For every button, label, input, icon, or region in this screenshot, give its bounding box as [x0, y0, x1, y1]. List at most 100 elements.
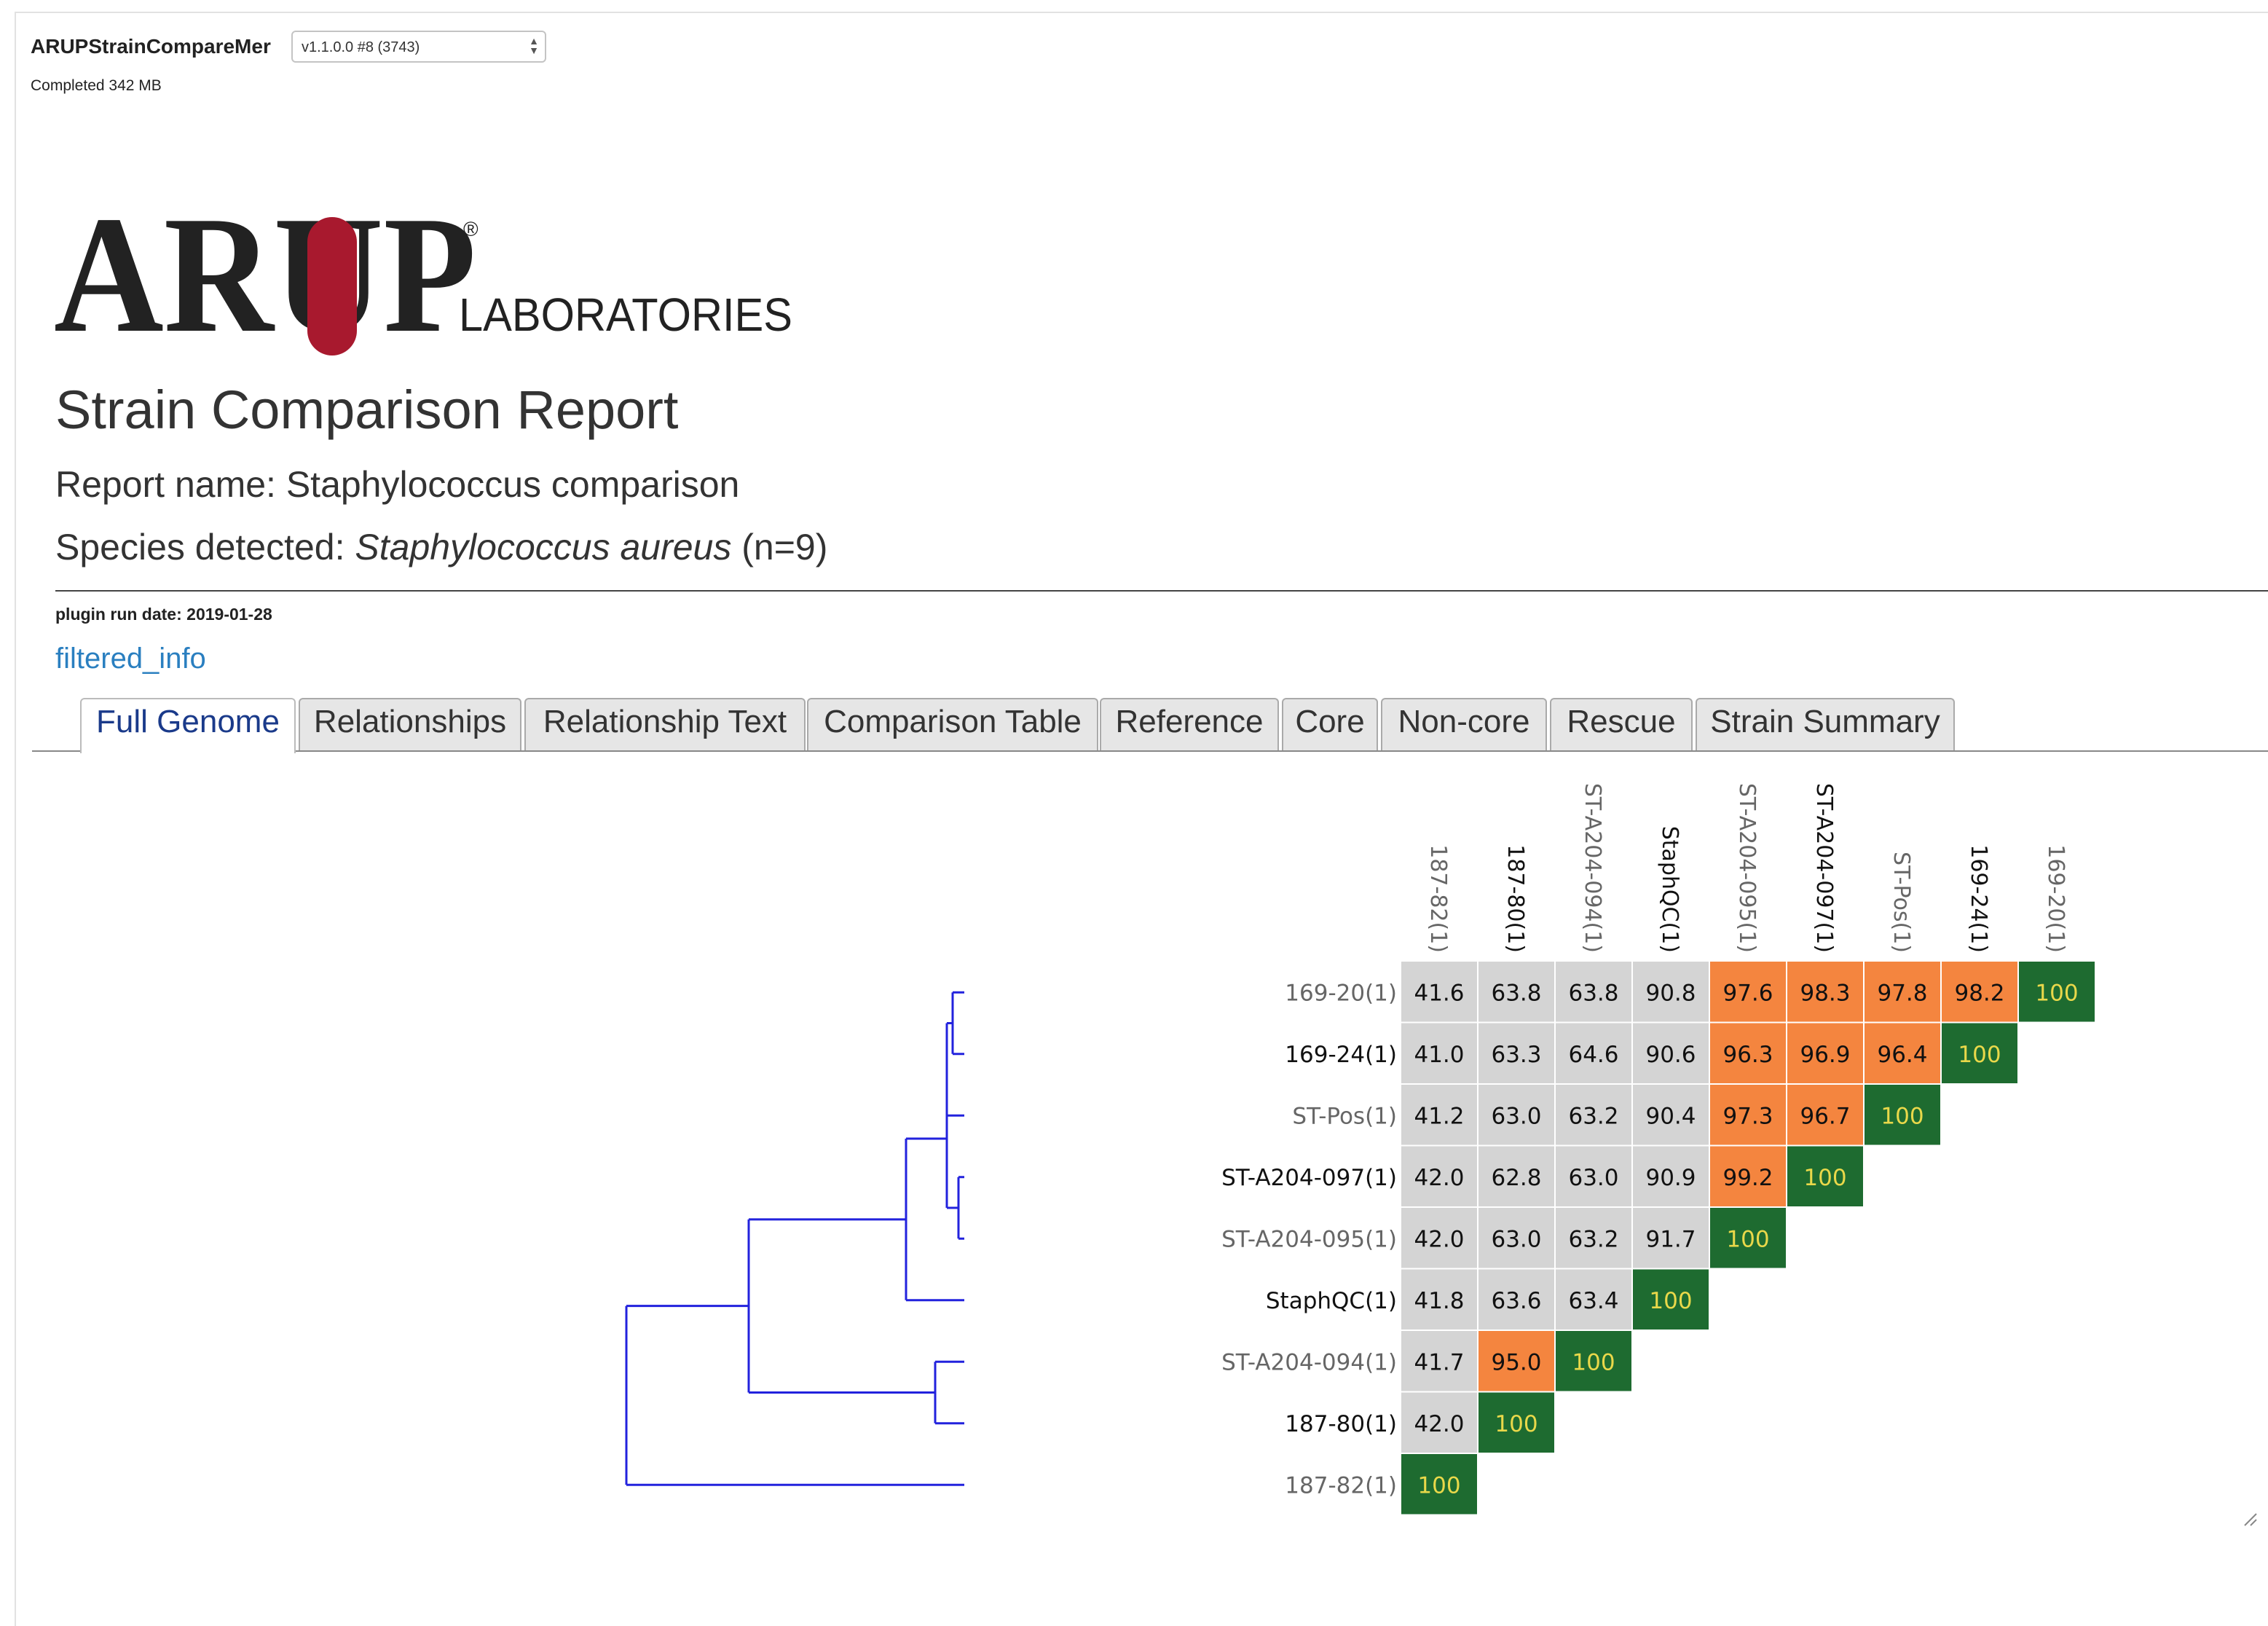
cell-value: 63.3 — [1491, 1042, 1541, 1068]
tab-reference[interactable]: Reference — [1100, 698, 1279, 750]
heatmap-cell — [1401, 962, 1477, 1022]
cell-value: 90.6 — [1645, 1042, 1696, 1068]
cell-value: 97.3 — [1722, 1103, 1773, 1129]
tab-full-genome[interactable]: Full Genome — [80, 698, 296, 753]
heatmap-cell — [1478, 1392, 1554, 1453]
row-label: 187-80(1) — [1285, 1411, 1397, 1437]
heatmap-cell — [1865, 962, 1940, 1022]
cell-value: 100 — [1958, 1042, 2001, 1068]
heatmap-cell — [1710, 1023, 1786, 1083]
status-text: Completed 342 MB — [31, 77, 162, 94]
cell-value: 90.8 — [1645, 980, 1696, 1006]
heatmap-cell — [1865, 1023, 1940, 1083]
report-name: Report name: Staphylococcus comparison — [55, 464, 740, 505]
cell-value: 96.9 — [1800, 1042, 1850, 1068]
heatmap-cell — [1787, 962, 1863, 1022]
frame-border-left — [15, 12, 16, 1626]
cell-value: 100 — [1803, 1165, 1846, 1191]
version-select-value: v1.1.0.0 #8 (3743) — [302, 39, 420, 55]
logo-main-text: ARUP — [54, 188, 476, 367]
cell-value: 90.4 — [1645, 1103, 1696, 1129]
row-label: 169-20(1) — [1285, 980, 1397, 1006]
cell-value: 63.4 — [1568, 1288, 1618, 1314]
cell-value: 100 — [1417, 1472, 1460, 1499]
tab-non-core[interactable]: Non-core — [1381, 698, 1547, 750]
heatmap-cell — [1710, 1085, 1786, 1145]
logo-registered-mark: ® — [463, 218, 479, 240]
heatmap-cell — [1633, 1023, 1709, 1083]
heatmap-cell — [1787, 1023, 1863, 1083]
column-header: StaphQC(1) — [1657, 826, 1682, 953]
cell-value: 96.4 — [1877, 1042, 1927, 1068]
heatmap-cell — [1633, 1208, 1709, 1268]
column-header: 169-24(1) — [1966, 844, 1991, 953]
heatmap-cell — [1633, 1085, 1709, 1145]
tab-relationships[interactable]: Relationships — [299, 698, 521, 750]
heatmap-cell — [1633, 1269, 1709, 1330]
app-title: ARUPStrainCompareMer — [31, 35, 271, 58]
column-header: ST-A204-095(1) — [1734, 783, 1760, 953]
logo-sub-text: LABORATORIES — [459, 288, 792, 341]
heatmap-cell — [1710, 1146, 1786, 1206]
heatmap-cell — [1556, 1269, 1631, 1330]
cell-value: 41.7 — [1414, 1349, 1464, 1375]
heatmap-cell — [1787, 1085, 1863, 1145]
filtered-info-link[interactable]: filtered_info — [55, 643, 206, 675]
cell-value: 41.8 — [1414, 1288, 1464, 1314]
cell-value: 42.0 — [1414, 1165, 1464, 1191]
cell-value: 97.8 — [1877, 980, 1927, 1006]
header-divider — [55, 590, 2268, 592]
column-header: ST-A204-097(1) — [1811, 783, 1837, 953]
cell-value: 64.6 — [1568, 1042, 1618, 1068]
heatmap-cell — [1401, 1331, 1477, 1391]
heatmap-cell — [1710, 1208, 1786, 1268]
cell-value: 42.0 — [1414, 1226, 1464, 1252]
cell-value: 42.0 — [1414, 1411, 1464, 1437]
tab-comparison-table[interactable]: Comparison Table — [807, 698, 1098, 750]
version-select[interactable]: v1.1.0.0 #8 (3743) ▲ ▼ — [291, 31, 546, 63]
cell-value: 100 — [1572, 1349, 1615, 1375]
heatmap-cell — [1710, 962, 1786, 1022]
heatmap-cell — [1633, 962, 1709, 1022]
species-prefix: Species detected: — [55, 527, 355, 567]
cell-value: 63.2 — [1568, 1226, 1618, 1252]
column-header: 187-82(1) — [1425, 844, 1451, 953]
cell-value: 97.6 — [1722, 980, 1773, 1006]
heatmap-cell — [1478, 962, 1554, 1022]
tab-core[interactable]: Core — [1282, 698, 1378, 750]
heatmap-cell — [1942, 1023, 2017, 1083]
cell-value: 41.6 — [1414, 980, 1464, 1006]
heatmap-cell — [1865, 1085, 1940, 1145]
select-arrows-icon: ▲ ▼ — [529, 35, 539, 56]
tab-strain-summary[interactable]: Strain Summary — [1696, 698, 1955, 750]
cell-value: 99.2 — [1722, 1165, 1773, 1191]
heatmap-cell — [1478, 1023, 1554, 1083]
column-header: ST-A204-094(1) — [1580, 783, 1605, 953]
species-detected: Species detected: Staphylococcus aureus … — [55, 526, 827, 568]
cell-value: 63.0 — [1491, 1226, 1541, 1252]
cell-value: 63.2 — [1568, 1103, 1618, 1129]
strain-comparison-heatmap: 187-82(1) 187-80(1) ST-A204-094(1) StaphQC(… — [625, 783, 2095, 1515]
heatmap-cell — [1556, 1208, 1631, 1268]
resize-grip-icon[interactable] — [2243, 1512, 2258, 1527]
heatmap-cell — [1633, 1146, 1709, 1206]
tab-relationship-text[interactable]: Relationship Text — [524, 698, 806, 750]
tabs-baseline — [32, 750, 2268, 752]
row-label: StaphQC(1) — [1266, 1288, 1397, 1314]
cell-value: 63.8 — [1568, 980, 1618, 1006]
column-header: 169-20(1) — [2043, 844, 2068, 953]
run-date: plugin run date: 2019-01-28 — [55, 605, 272, 624]
tab-rescue[interactable]: Rescue — [1550, 698, 1693, 750]
row-label: 187-82(1) — [1285, 1472, 1397, 1499]
heatmap-cell — [1401, 1392, 1477, 1453]
cell-value: 100 — [1495, 1411, 1537, 1437]
cell-value: 98.2 — [1954, 980, 2004, 1006]
cell-value: 95.0 — [1491, 1349, 1541, 1375]
cell-value: 41.0 — [1414, 1042, 1464, 1068]
heatmap-cell — [1556, 1146, 1631, 1206]
heatmap-cell — [1401, 1146, 1477, 1206]
cell-value: 100 — [2035, 980, 2078, 1006]
heatmap-cell — [2019, 962, 2095, 1022]
column-header: 187-80(1) — [1503, 844, 1528, 953]
heatmap-cell — [1401, 1454, 1477, 1515]
